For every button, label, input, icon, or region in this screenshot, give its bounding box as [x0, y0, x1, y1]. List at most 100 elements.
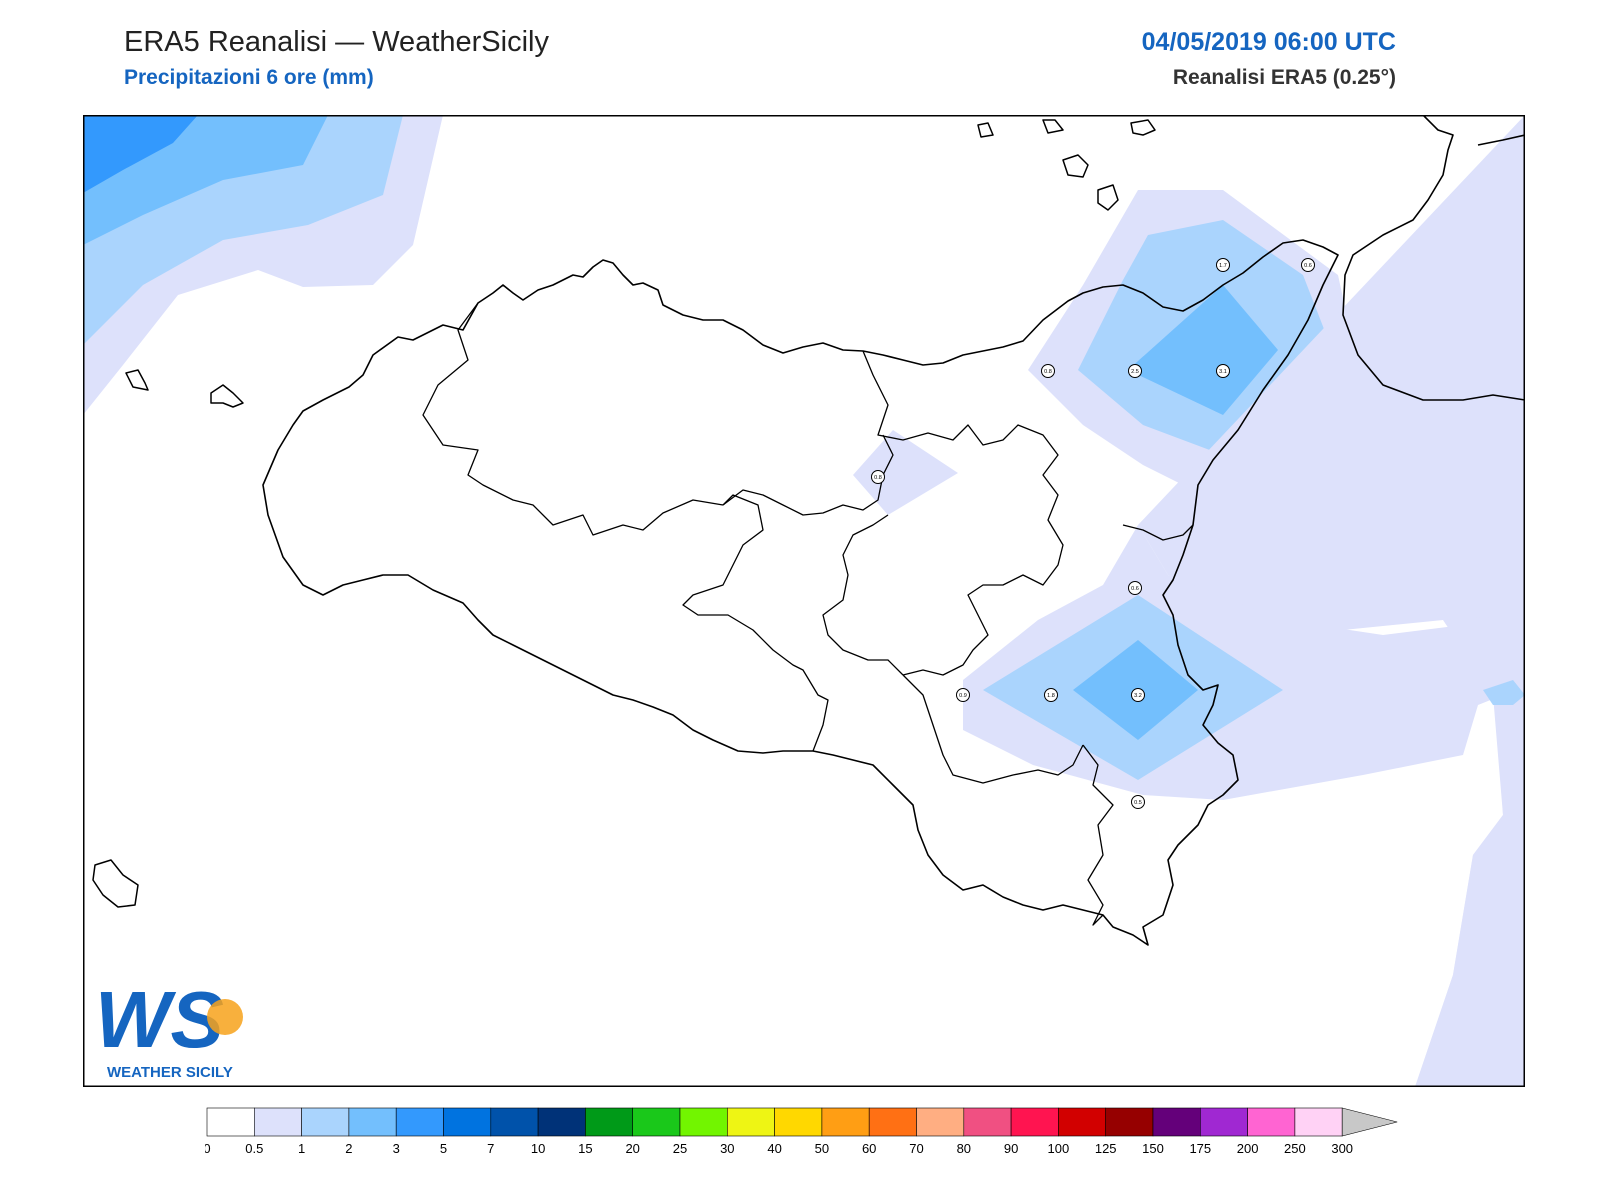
island-salina — [977, 122, 994, 138]
colorbar-tick-label: 7 — [487, 1141, 494, 1156]
colorbar-tick-label: 5 — [440, 1141, 447, 1156]
logo-name: WEATHER SICILY — [107, 1064, 233, 1081]
value-marker: 2.5 — [1128, 364, 1142, 378]
colorbar-cell — [490, 1107, 539, 1137]
value-marker: 0.8 — [871, 470, 885, 484]
svg-text:2.5: 2.5 — [1131, 369, 1139, 375]
colorbar-cell — [821, 1107, 870, 1137]
colorbar-cell — [1058, 1107, 1107, 1137]
colorbar-cell — [1247, 1107, 1296, 1137]
island-lipari — [1062, 154, 1089, 178]
colorbar-cell — [774, 1107, 823, 1137]
island-ustica — [125, 369, 149, 391]
model-label: Reanalisi ERA5 (0.25°) — [1172, 66, 1396, 89]
svg-text:3.1: 3.1 — [1219, 369, 1227, 375]
colorbar-tick-label: 300 — [1331, 1141, 1353, 1156]
colorbar-cells — [206, 1107, 1398, 1137]
precip-area-ionian-spot — [1483, 680, 1525, 705]
colorbar-cell — [585, 1107, 633, 1137]
provincial-borders — [422, 302, 1194, 926]
colorbar-cell — [1294, 1107, 1343, 1137]
colorbar-tick-label: 100 — [1048, 1141, 1070, 1156]
colorbar-cell — [253, 1107, 302, 1137]
svg-text:0.6: 0.6 — [1131, 586, 1139, 592]
colorbar-cell — [1010, 1107, 1059, 1137]
value-marker: 0.6 — [1301, 258, 1315, 272]
colorbar-tick-label: 50 — [815, 1141, 829, 1156]
precip-area-ionian — [1415, 615, 1525, 1087]
colorbar-tick-label: 25 — [673, 1141, 687, 1156]
colorbar-tick-label: 175 — [1189, 1141, 1211, 1156]
colorbar-cell — [1105, 1107, 1154, 1137]
svg-text:0.5: 0.5 — [1134, 800, 1142, 806]
weather-sicily-logo: WS WEATHER SICILY — [95, 975, 243, 1081]
svg-text:0.9: 0.9 — [959, 693, 967, 699]
svg-text:1.7: 1.7 — [1219, 263, 1227, 269]
colorbar-tick-label: 1 — [298, 1141, 305, 1156]
value-marker: 0.9 — [956, 688, 970, 702]
svg-text:0.8: 0.8 — [1044, 369, 1052, 375]
colorbar-tick-label: 10 — [531, 1141, 545, 1156]
colorbar-tick-label: 70 — [909, 1141, 923, 1156]
colorbar-cell — [726, 1107, 775, 1137]
value-marker: 0.6 — [1128, 581, 1142, 595]
logo-letters: WS — [95, 975, 224, 1064]
value-marker: 1.8 — [1044, 688, 1058, 702]
colorbar-tick-label: 90 — [1004, 1141, 1018, 1156]
colorbar-cell — [868, 1107, 917, 1137]
svg-text:3.2: 3.2 — [1134, 693, 1142, 699]
value-marker: 0.5 — [1131, 795, 1145, 809]
colorbar-tick-label: 150 — [1142, 1141, 1164, 1156]
precip-area-se-light — [1138, 115, 1525, 1087]
island-pantelleria — [92, 859, 139, 908]
colorbar-tick-label: 30 — [720, 1141, 734, 1156]
valid-datetime: 04/05/2019 06:00 UTC — [1141, 28, 1396, 56]
island-vulcano — [1097, 184, 1119, 211]
precip-area-ne-dark — [1128, 285, 1278, 415]
colorbar-cell — [537, 1107, 586, 1137]
colorbar-tick-label: 0.5 — [245, 1141, 263, 1156]
map-subtitle: Precipitazioni 6 ore (mm) — [124, 66, 374, 89]
colorbar-cell — [963, 1107, 1012, 1137]
map-frame — [83, 115, 1525, 1087]
colorbar-cell — [679, 1107, 728, 1137]
precipitation-map: 1.7 0.6 0.8 2.5 3.1 0.8 0.6 0.9 1.8 3.2 … — [83, 115, 1525, 1087]
precipitation-colorbar: 0 0.5 1 2 3 5 7 10 15 20 25 30 40 50 60 70 80 90 100 125 150… — [205, 1107, 1398, 1156]
colorbar-tick-label: 40 — [767, 1141, 781, 1156]
colorbar-tick-label: 80 — [957, 1141, 971, 1156]
colorbar-tick-label: 0 — [205, 1141, 211, 1156]
colorbar-tick-label: 60 — [862, 1141, 876, 1156]
colorbar-cell — [348, 1107, 397, 1137]
colorbar-cell — [206, 1107, 255, 1137]
value-marker: 1.7 — [1216, 258, 1230, 272]
coastline-sicily — [262, 239, 1339, 946]
colorbar-cell — [1152, 1107, 1201, 1137]
colorbar-cell — [632, 1107, 681, 1137]
colorbar-tick-label: 15 — [578, 1141, 592, 1156]
coastline-calabria — [1342, 115, 1525, 401]
islands — [92, 119, 1156, 908]
colorbar-cell — [301, 1107, 350, 1137]
colorbar-tick-label: 250 — [1284, 1141, 1306, 1156]
colorbar-tick-label: 20 — [625, 1141, 639, 1156]
island-stromboli — [1042, 119, 1064, 134]
precip-area-central — [853, 430, 958, 515]
colorbar-cell — [443, 1107, 492, 1137]
svg-text:0.6: 0.6 — [1304, 263, 1312, 269]
map-title: ERA5 Reanalisi — WeatherSicily — [124, 26, 549, 58]
colorbar-cell — [1199, 1107, 1248, 1137]
svg-text:1.8: 1.8 — [1047, 693, 1055, 699]
precip-area-nw-strong — [83, 115, 198, 193]
colorbar-labels: 0 0.5 1 2 3 5 7 10 15 20 25 30 40 50 60 70 80 90 100 125 150… — [205, 1141, 1353, 1156]
value-marker: 3.2 — [1131, 688, 1145, 702]
colorbar-tick-label: 200 — [1237, 1141, 1259, 1156]
colorbar-cell — [395, 1107, 444, 1137]
colorbar-tick-label: 125 — [1095, 1141, 1117, 1156]
colorbar-extend-arrow — [1341, 1107, 1398, 1137]
sun-icon — [207, 999, 243, 1035]
colorbar-tick-label: 3 — [393, 1141, 400, 1156]
colorbar-cell — [916, 1107, 965, 1137]
value-marker: 3.1 — [1216, 364, 1230, 378]
island-panarea — [1130, 119, 1156, 136]
value-marker: 0.8 — [1041, 364, 1055, 378]
